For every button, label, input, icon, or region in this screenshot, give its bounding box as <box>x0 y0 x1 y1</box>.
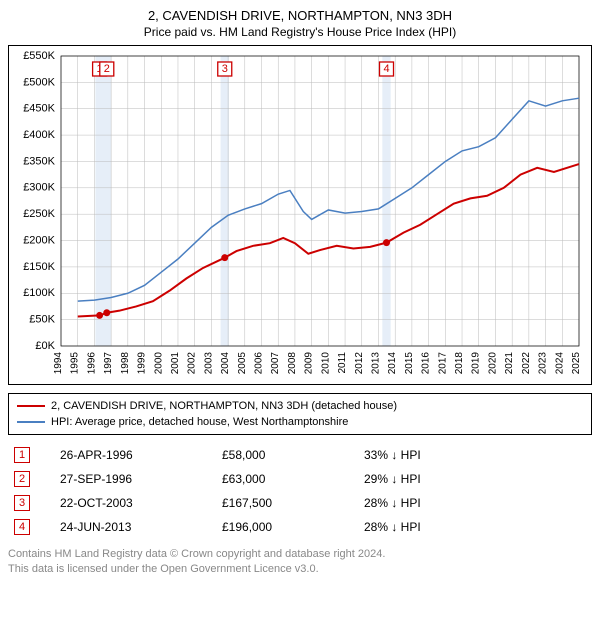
event-date: 27-SEP-1996 <box>54 467 216 491</box>
x-tick-label: 2003 <box>203 352 214 375</box>
x-tick-label: 2002 <box>187 352 198 375</box>
event-num-badge: 2 <box>14 471 30 487</box>
x-tick-label: 1998 <box>120 352 131 375</box>
legend-row: 2, CAVENDISH DRIVE, NORTHAMPTON, NN3 3DH… <box>17 398 583 414</box>
x-tick-label: 1996 <box>86 352 97 375</box>
event-delta: 29% ↓ HPI <box>358 467 592 491</box>
event-dot <box>383 239 390 246</box>
x-tick-label: 1994 <box>53 352 64 375</box>
x-tick-label: 2016 <box>421 352 432 375</box>
event-row: 1 26-APR-1996£58,00033% ↓ HPI <box>8 443 592 467</box>
x-tick-label: 2000 <box>153 352 164 375</box>
footer-line2: This data is licensed under the Open Gov… <box>8 562 592 577</box>
x-tick-label: 2011 <box>337 352 348 374</box>
legend-label: 2, CAVENDISH DRIVE, NORTHAMPTON, NN3 3DH… <box>51 400 397 412</box>
y-tick-label: £350K <box>23 155 55 167</box>
y-tick-label: £50K <box>29 314 55 326</box>
x-tick-label: 1997 <box>103 352 114 375</box>
y-axis: £0K £50K £100K £150K £200K £250K £300K £350K £40… <box>23 50 55 352</box>
footer: Contains HM Land Registry data © Crown c… <box>8 547 592 577</box>
event-num-badge: 1 <box>14 447 30 463</box>
event-price: £63,000 <box>216 467 358 491</box>
y-tick-label: £0K <box>35 340 55 352</box>
x-tick-label: 2015 <box>404 352 415 375</box>
title-address: 2, CAVENDISH DRIVE, NORTHAMPTON, NN3 3DH <box>8 8 592 23</box>
x-tick-label: 2022 <box>521 352 532 375</box>
event-row: 2 27-SEP-1996£63,00029% ↓ HPI <box>8 467 592 491</box>
y-tick-label: £100K <box>23 287 55 299</box>
event-date: 26-APR-1996 <box>54 443 216 467</box>
event-marker-num: 3 <box>222 63 228 75</box>
event-price: £196,000 <box>216 515 358 539</box>
x-tick-label: 2021 <box>504 352 515 375</box>
x-tick-label: 1995 <box>70 352 81 375</box>
x-tick-label: 2010 <box>320 352 331 375</box>
event-num-badge: 4 <box>14 519 30 535</box>
y-tick-label: £150K <box>23 261 55 273</box>
footer-line1: Contains HM Land Registry data © Crown c… <box>8 547 592 562</box>
x-tick-label: 2007 <box>270 352 281 375</box>
event-date: 24-JUN-2013 <box>54 515 216 539</box>
price-chart: £0K £50K £100K £150K £200K £250K £300K £350K £40… <box>13 50 585 380</box>
x-tick-label: 2024 <box>554 352 565 375</box>
event-row: 3 22-OCT-2003£167,50028% ↓ HPI <box>8 491 592 515</box>
x-axis: 1994 1995 1996 1997 1998 1999 2000 2001 2002 2003… <box>53 352 582 375</box>
x-tick-label: 2017 <box>437 352 448 375</box>
plot-border <box>61 56 579 346</box>
event-date: 22-OCT-2003 <box>54 491 216 515</box>
y-tick-label: £250K <box>23 208 55 220</box>
x-tick-label: 2014 <box>387 352 398 375</box>
x-tick-label: 2012 <box>354 352 365 375</box>
legend-label: HPI: Average price, detached house, West… <box>51 416 348 428</box>
legend-row: HPI: Average price, detached house, West… <box>17 414 583 430</box>
event-marker-num: 4 <box>383 63 389 75</box>
y-tick-label: £500K <box>23 76 55 88</box>
event-delta: 28% ↓ HPI <box>358 491 592 515</box>
chart-container: £0K £50K £100K £150K £200K £250K £300K £350K £40… <box>8 45 592 385</box>
y-tick-label: £200K <box>23 234 55 246</box>
event-num-cell: 3 <box>8 491 54 515</box>
event-num-badge: 3 <box>14 495 30 511</box>
event-delta: 33% ↓ HPI <box>358 443 592 467</box>
grid <box>61 56 579 346</box>
x-tick-label: 2004 <box>220 352 231 375</box>
event-num-cell: 4 <box>8 515 54 539</box>
y-tick-label: £550K <box>23 50 55 62</box>
event-price: £167,500 <box>216 491 358 515</box>
event-bands <box>95 56 390 346</box>
legend-swatch <box>17 421 45 423</box>
event-price: £58,000 <box>216 443 358 467</box>
x-tick-label: 2019 <box>471 352 482 375</box>
x-tick-label: 2008 <box>287 352 298 375</box>
events-table: 1 26-APR-1996£58,00033% ↓ HPI 2 27-SEP-1996… <box>8 443 592 539</box>
legend-swatch <box>17 405 45 407</box>
x-tick-label: 2005 <box>237 352 248 375</box>
x-tick-label: 2025 <box>571 352 582 375</box>
event-row: 4 24-JUN-2013£196,00028% ↓ HPI <box>8 515 592 539</box>
x-tick-label: 2018 <box>454 352 465 375</box>
chart-titles: 2, CAVENDISH DRIVE, NORTHAMPTON, NN3 3DH… <box>8 8 592 39</box>
x-tick-label: 2009 <box>304 352 315 375</box>
event-num-cell: 2 <box>8 467 54 491</box>
event-dot <box>221 254 228 261</box>
x-tick-label: 2020 <box>487 352 498 375</box>
y-tick-label: £300K <box>23 182 55 194</box>
event-delta: 28% ↓ HPI <box>358 515 592 539</box>
y-tick-label: £450K <box>23 103 55 115</box>
x-tick-label: 2006 <box>254 352 265 375</box>
legend: 2, CAVENDISH DRIVE, NORTHAMPTON, NN3 3DH… <box>8 393 592 435</box>
x-tick-label: 2001 <box>170 352 181 375</box>
y-tick-label: £400K <box>23 129 55 141</box>
event-num-cell: 1 <box>8 443 54 467</box>
event-dot <box>96 312 103 319</box>
title-sub: Price paid vs. HM Land Registry's House … <box>8 25 592 39</box>
x-tick-label: 1999 <box>137 352 148 375</box>
event-dot <box>103 309 110 316</box>
x-tick-label: 2013 <box>370 352 381 375</box>
x-tick-label: 2023 <box>538 352 549 375</box>
event-marker-num: 2 <box>104 63 110 75</box>
